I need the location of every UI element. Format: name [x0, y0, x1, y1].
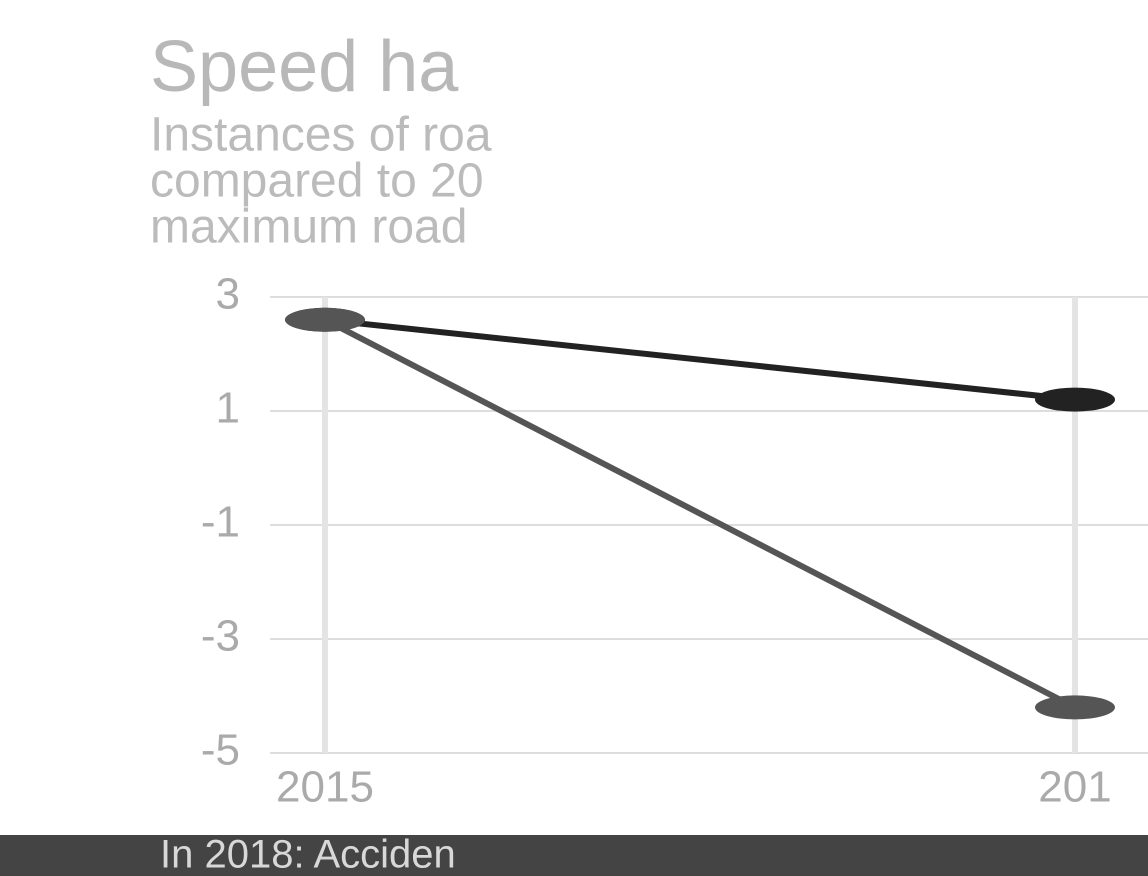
x-tick-label: 201 [1038, 763, 1111, 812]
y-tick-label: -3 [201, 612, 240, 661]
chart-subtitle: compared to 20 [150, 155, 484, 208]
x-tick-label: 2015 [276, 763, 374, 812]
y-tick-label: -5 [201, 726, 240, 775]
footer-band [0, 835, 1148, 876]
y-tick-label: 1 [216, 384, 240, 433]
chart-subtitle: maximum road [150, 201, 467, 254]
y-tick-label: 3 [216, 270, 240, 319]
point [1035, 387, 1115, 412]
series-line [323, 317, 1077, 711]
point [285, 307, 365, 332]
chart-title: Speed ha [150, 27, 459, 107]
y-tick-label: -1 [201, 498, 240, 547]
chart-subtitle: Instances of roa [150, 109, 492, 162]
footer-text: In 2018: Acciden [160, 833, 456, 876]
series-line [324, 316, 1076, 403]
point [1035, 695, 1115, 720]
